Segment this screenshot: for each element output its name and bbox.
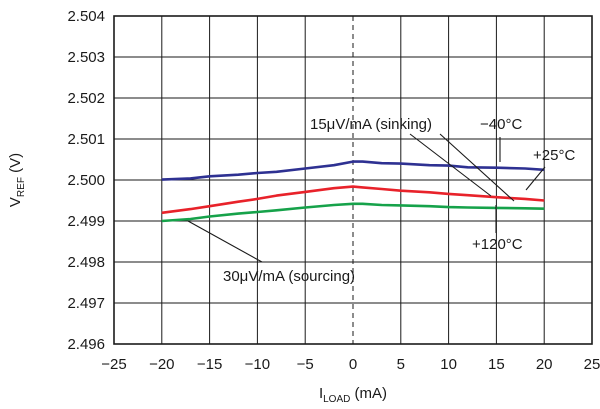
annotations: 15μV/mA (sinking) −40°C +25°C +120°C 30μ… [187,116,575,285]
x-tick-label: 0 [349,356,357,373]
x-tick-label: 25 [584,356,600,373]
y-tick-label: 2.499 [67,213,105,230]
plot-frame [113,15,593,345]
x-tick-label: −20 [149,356,174,373]
x-axis-label: ILOAD (mA) [319,385,387,405]
y-tick-label: 2.504 [67,8,105,25]
arrow-sinking-minus40 [409,133,492,197]
arrow-plus25 [525,166,546,191]
annotation-plus25: +25°C [533,147,575,164]
annotation-sinking: 15μV/mA (sinking) [310,116,432,133]
y-axis-label: VREF (V) [7,153,27,207]
x-tick-label: −10 [245,356,270,373]
y-tick-label: 2.498 [67,254,105,271]
x-tick-label: 20 [536,356,553,373]
y-tick-labels: 2.496 2.497 2.498 2.499 2.500 2.501 2.502 2.503… [67,8,105,353]
y-tick-label: 2.503 [67,49,105,66]
annotation-sourcing: 30μV/mA (sourcing) [223,268,355,285]
x-tick-label: 10 [440,356,457,373]
x-tick-label: −25 [101,356,126,373]
y-tick-label: 2.497 [67,295,105,312]
y-tick-label: 2.500 [67,172,105,189]
x-tick-label: −15 [197,356,222,373]
annotation-minus40: −40°C [480,116,522,133]
series-line-minus40 [161,160,545,181]
series-group [161,160,545,223]
y-tick-label: 2.496 [67,336,105,353]
arrow-sinking-plus120 [439,133,515,202]
x-tick-label: 5 [397,356,405,373]
series-line-plus120 [161,202,545,223]
y-tick-label: 2.502 [67,90,105,107]
y-tick-label: 2.501 [67,131,105,148]
x-tick-label: 15 [488,356,505,373]
arrow-sourcing [187,220,263,263]
annotation-plus120: +120°C [472,236,523,253]
x-tick-labels: −25 −20 −15 −10 −5 0 5 10 15 20 25 [101,356,600,373]
x-tick-label: −5 [297,356,314,373]
series-line-plus25 [161,185,545,215]
